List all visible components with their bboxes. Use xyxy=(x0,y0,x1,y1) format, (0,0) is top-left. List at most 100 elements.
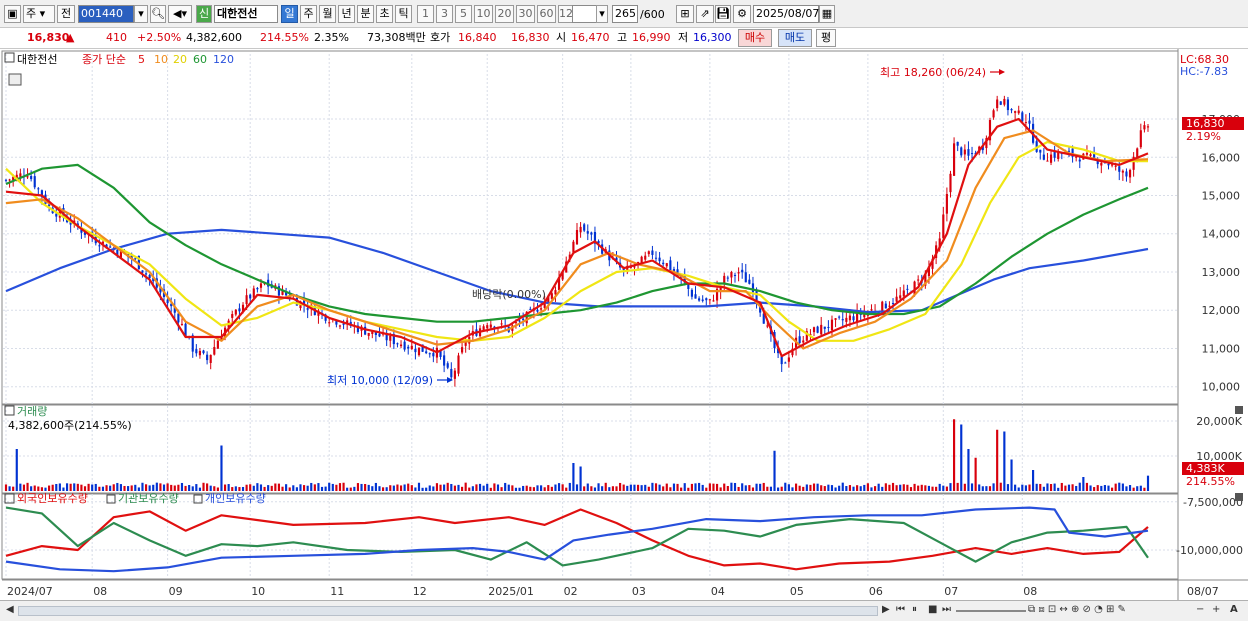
chart-type-icon[interactable]: ⊞ xyxy=(676,5,694,23)
volume-bar xyxy=(134,484,137,491)
zoom-in-icon[interactable]: + xyxy=(1212,604,1221,615)
volume-bar xyxy=(127,486,130,491)
candle-body xyxy=(705,298,708,301)
volume-bar xyxy=(202,482,205,491)
interval-tab[interactable]: 20 xyxy=(495,5,514,23)
search-icon[interactable]: 🔍︎ xyxy=(150,5,166,23)
volume-bar xyxy=(144,484,148,491)
panel-close-icon[interactable] xyxy=(1235,406,1243,414)
volume-bar xyxy=(737,486,740,491)
prefix-button[interactable]: 전 xyxy=(57,5,75,23)
volume-bar xyxy=(198,487,202,491)
volume-bar xyxy=(1136,486,1139,491)
candle-body xyxy=(410,345,413,350)
grid-toggle-icon[interactable] xyxy=(8,73,22,86)
font-size-icon[interactable]: A xyxy=(1230,604,1238,615)
panel-close-icon[interactable] xyxy=(1235,493,1243,501)
candle-body xyxy=(1118,166,1121,172)
calendar-icon[interactable]: ▦ xyxy=(819,5,835,23)
buy-button[interactable]: 매수 xyxy=(738,29,772,47)
candle-body xyxy=(547,295,550,304)
candle-body xyxy=(784,362,787,364)
chart-area[interactable]: 10,000 11,000 12,000 13,000 14,000 15,000 16,0… xyxy=(0,49,1248,621)
candle-body xyxy=(234,309,237,315)
volume-bar xyxy=(504,482,507,491)
interval-tab[interactable]: 3 xyxy=(436,5,453,23)
gear-icon[interactable]: ⚙ xyxy=(733,5,751,23)
volume-bar xyxy=(231,487,234,491)
interval-dropdown-icon[interactable]: ▾ xyxy=(596,5,608,23)
candle-body xyxy=(392,334,395,345)
candle-body xyxy=(942,214,945,239)
market-select[interactable]: 주 ▾ xyxy=(23,5,55,23)
save-icon[interactable]: 💾︎ xyxy=(715,5,731,23)
candle-body xyxy=(206,354,209,361)
tool-icon[interactable]: ⧉ ⧈ ⊡ ↔ ⊕ ⊘ ◔ ⊞ ✎ xyxy=(1028,604,1126,615)
price-panel-title: 대한전선 xyxy=(17,53,57,66)
scroll-right-icon[interactable]: ▶ xyxy=(882,604,890,615)
period-tab[interactable]: 일 xyxy=(281,5,298,23)
interval-tab[interactable]: 10 xyxy=(474,5,493,23)
candle-body xyxy=(981,146,984,151)
overlay-icon[interactable]: ⇗ xyxy=(696,5,714,23)
interval-tab[interactable]: 30 xyxy=(516,5,535,23)
last-icon[interactable]: ⏭ xyxy=(942,604,951,615)
period-tab[interactable]: 년 xyxy=(338,5,355,23)
high-annotation: 최고 18,260 (06/24) xyxy=(880,66,986,79)
period-tab[interactable]: 초 xyxy=(376,5,393,23)
candle-body xyxy=(1139,130,1142,148)
code-dropdown-icon[interactable]: ▾ xyxy=(134,5,148,23)
volume-bar xyxy=(676,483,679,491)
stock-name-field: 대한전선 xyxy=(214,5,278,23)
date-input[interactable]: 2025/08/07 xyxy=(753,5,819,23)
interval-tab[interactable]: 60 xyxy=(537,5,556,23)
candle-body xyxy=(443,355,446,366)
volume-tick-label: 10,000K xyxy=(1196,450,1242,463)
candle-body xyxy=(557,277,561,291)
scroll-left-icon[interactable]: ◀ xyxy=(6,604,14,615)
volume-bar xyxy=(791,487,794,491)
volume-bar xyxy=(37,486,40,491)
speaker-icon[interactable]: ◀▾ xyxy=(168,5,192,23)
stock-code-input[interactable]: 001440 xyxy=(78,5,134,23)
volume-bar xyxy=(798,485,801,491)
interval-tab[interactable]: 1 xyxy=(417,5,434,23)
volume-bar xyxy=(698,482,701,491)
volume-bar xyxy=(680,487,683,491)
eval-button[interactable]: 평 xyxy=(816,29,836,47)
stock-chart-svg[interactable]: 10,000 11,000 12,000 13,000 14,000 15,000 16,0… xyxy=(0,49,1248,600)
period-tab[interactable]: 틱 xyxy=(395,5,412,23)
candle-body xyxy=(98,245,101,247)
data-count-input[interactable]: 265 xyxy=(612,5,638,23)
pause-icon[interactable]: ⏸ xyxy=(912,604,917,615)
volume-bar xyxy=(884,483,887,491)
open-label: 시 xyxy=(556,31,567,44)
open-price: 16,470 xyxy=(571,31,610,44)
stop-icon[interactable]: ■ xyxy=(928,604,938,615)
period-tab[interactable]: 분 xyxy=(357,5,374,23)
volume-bar xyxy=(859,486,862,491)
candle-body xyxy=(1136,148,1139,159)
volume-bar xyxy=(80,484,83,491)
candle-body xyxy=(241,304,245,313)
sell-button[interactable]: 매도 xyxy=(778,29,812,47)
inst-legend: 기관보유수량 xyxy=(118,492,179,505)
volume-bar xyxy=(640,485,643,491)
candle-body xyxy=(324,314,327,321)
layout-icon[interactable]: ▣ xyxy=(4,5,21,23)
candle-body xyxy=(636,262,640,264)
period-tab[interactable]: 주 xyxy=(300,5,317,23)
volume-bar xyxy=(1118,482,1121,491)
first-icon[interactable]: ⏮ xyxy=(896,604,905,615)
candle-body xyxy=(593,231,597,244)
interval-tab[interactable]: 5 xyxy=(455,5,472,23)
candle-body xyxy=(719,286,722,292)
candle-body xyxy=(421,344,424,352)
zoom-slider[interactable] xyxy=(956,610,1026,612)
volume-bar xyxy=(952,419,956,491)
period-tab[interactable]: 월 xyxy=(319,5,336,23)
candle-body xyxy=(945,194,948,214)
scrollbar-track[interactable] xyxy=(18,606,878,616)
zoom-out-icon[interactable]: − xyxy=(1196,604,1205,615)
volume-bar xyxy=(439,484,442,491)
